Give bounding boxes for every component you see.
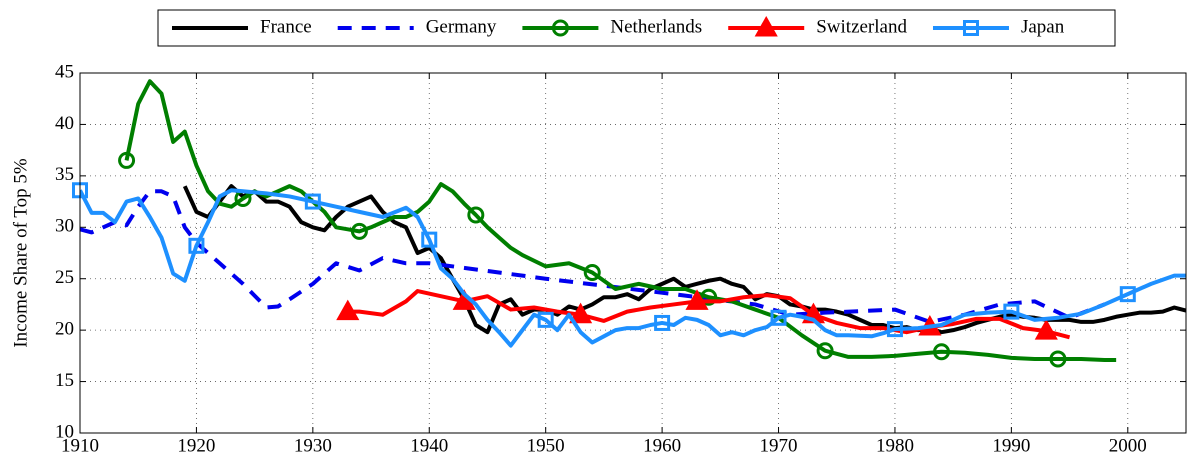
plot-frame (79, 72, 1187, 434)
x-tick-label: 1920 (177, 435, 215, 456)
series-line (80, 188, 1186, 348)
series-line (124, 79, 1117, 362)
y-tick-label: 35 (55, 164, 74, 185)
marker (118, 151, 136, 169)
marker (816, 342, 834, 360)
legend-label: France (260, 16, 312, 37)
x-tick-label: 1970 (760, 435, 798, 456)
marker (770, 309, 787, 326)
y-tick-label: 25 (55, 267, 74, 288)
y-tick-label: 10 (55, 421, 74, 442)
x-tick-label: 1930 (294, 435, 332, 456)
marker (1034, 319, 1058, 340)
legend-label: Switzerland (816, 16, 907, 37)
y-tick-label: 30 (55, 216, 74, 237)
marker (350, 222, 368, 240)
marker (551, 19, 569, 37)
marker (467, 206, 485, 224)
marker (962, 20, 979, 36)
marker (700, 288, 718, 306)
legend-label: Japan (1021, 16, 1065, 37)
x-tick-label: 1910 (61, 435, 99, 456)
marker (1003, 303, 1020, 320)
x-tick-label: 1950 (527, 435, 565, 456)
y-tick-label: 20 (55, 319, 74, 340)
x-tick-label: 1960 (643, 435, 681, 456)
y-tick-label: 45 (55, 61, 74, 82)
series-line (80, 189, 1106, 324)
marker (336, 299, 360, 321)
marker (1119, 286, 1136, 303)
marker (933, 343, 951, 361)
x-tick-label: 1980 (876, 435, 914, 456)
marker (421, 231, 438, 248)
marker (685, 289, 709, 310)
marker (537, 311, 554, 328)
y-tick-label: 15 (55, 370, 74, 391)
legend-label: Germany (426, 16, 497, 37)
legend-label: Netherlands (610, 16, 702, 37)
marker (1049, 350, 1067, 368)
marker (754, 15, 778, 37)
x-tick-label: 2000 (1109, 435, 1147, 456)
x-tick-label: 1990 (992, 435, 1030, 456)
marker (188, 237, 205, 254)
marker (654, 314, 671, 331)
x-tick-label: 1940 (410, 435, 448, 456)
y-axis-label: Income Share of Top 5% (10, 158, 31, 347)
marker (583, 264, 601, 282)
y-tick-label: 40 (55, 113, 74, 134)
marker (569, 302, 593, 324)
marker (886, 321, 903, 338)
marker (304, 193, 321, 210)
